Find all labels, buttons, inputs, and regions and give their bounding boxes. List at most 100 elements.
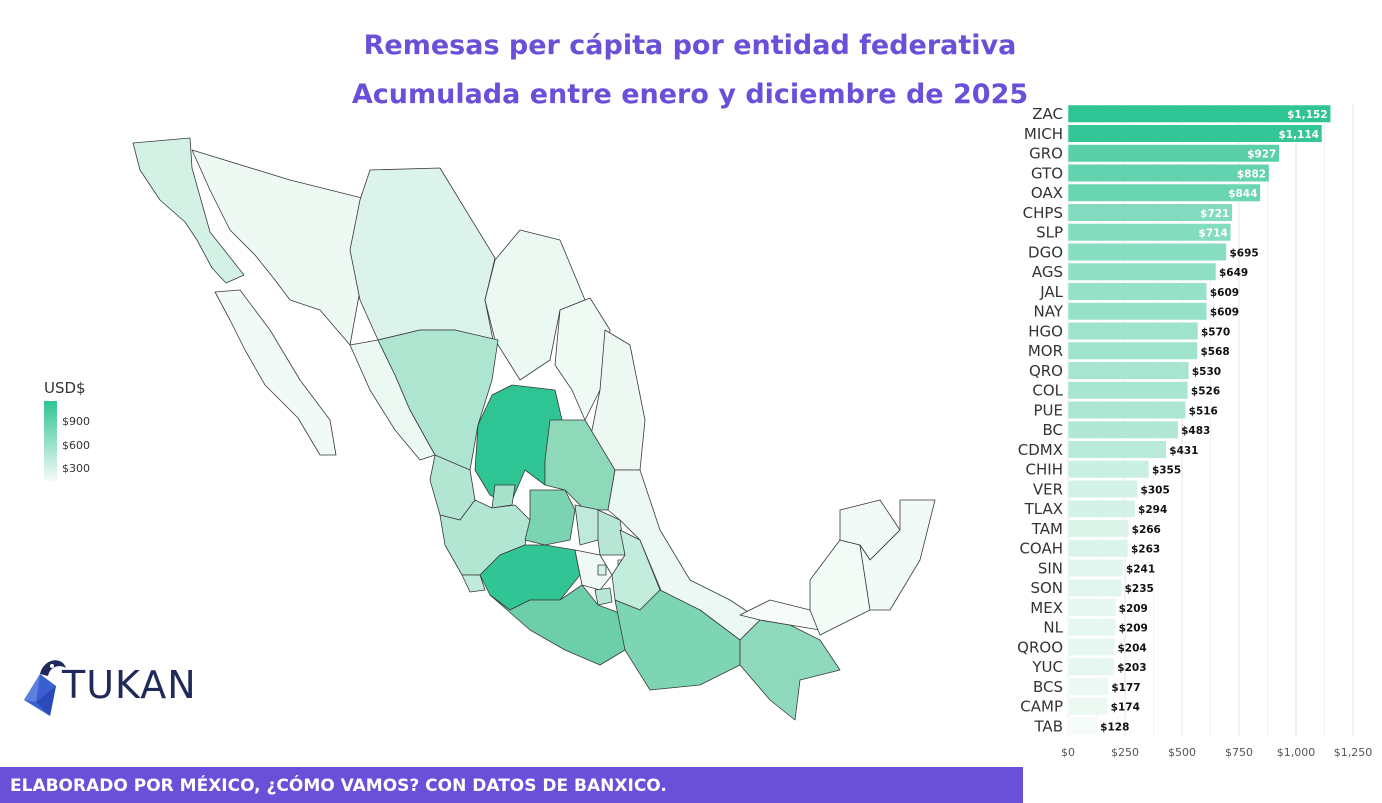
footer-bar: ELABORADO POR MÉXICO, ¿CÓMO VAMOS? CON D… <box>0 767 1023 803</box>
category-label: VER <box>1033 480 1063 498</box>
bar <box>1067 598 1116 617</box>
map-state-gro <box>489 584 626 666</box>
bar <box>1067 677 1109 696</box>
bar <box>1067 717 1098 735</box>
bar <box>1067 499 1136 518</box>
legend-label-900: $900 <box>62 415 90 428</box>
category-label: QROO <box>1017 638 1063 656</box>
bar <box>1067 183 1261 202</box>
category-label: BC <box>1042 421 1063 439</box>
category-label: OAX <box>1031 184 1063 202</box>
category-label: ZAC <box>1032 105 1063 123</box>
category-label: CHIH <box>1026 461 1063 479</box>
data-label: $695 <box>1229 247 1258 259</box>
data-label: $209 <box>1119 623 1148 635</box>
category-label: MOR <box>1028 342 1063 360</box>
category-label: CHPS <box>1023 204 1063 222</box>
category-label: SON <box>1030 579 1063 597</box>
data-label: $355 <box>1152 465 1181 477</box>
data-label: $844 <box>1228 188 1257 200</box>
bar <box>1067 420 1179 439</box>
logo-text: TUKAN <box>62 663 197 707</box>
data-label: $177 <box>1111 682 1140 694</box>
map-state-coah <box>484 229 586 381</box>
bar <box>1067 440 1167 459</box>
legend-title: USD$ <box>44 379 86 397</box>
map-state-hgo <box>597 509 626 556</box>
map-state-mex <box>574 549 613 591</box>
data-label: $174 <box>1111 702 1140 714</box>
mexico-choropleth-map <box>132 137 936 721</box>
data-label: $570 <box>1201 326 1230 338</box>
data-label: $714 <box>1199 228 1228 240</box>
bar <box>1067 539 1129 558</box>
bar <box>1067 381 1189 400</box>
x-tick-label: $1,250 <box>1334 746 1373 759</box>
bar <box>1067 361 1190 380</box>
bar <box>1067 164 1270 182</box>
data-label: $294 <box>1138 504 1167 516</box>
data-label: $483 <box>1181 425 1210 437</box>
data-label: $266 <box>1132 524 1161 536</box>
category-label: QRO <box>1029 362 1063 380</box>
category-label: MEX <box>1030 599 1063 617</box>
data-label: $927 <box>1247 149 1276 161</box>
category-label: TAM <box>1031 520 1063 538</box>
data-label: $209 <box>1119 603 1148 615</box>
bar <box>1067 618 1116 637</box>
category-label: MICH <box>1024 125 1063 143</box>
map-state-zac <box>474 384 563 506</box>
data-label: $431 <box>1169 445 1198 457</box>
category-label: JAL <box>1039 283 1063 301</box>
category-label: HGO <box>1028 322 1063 340</box>
category-label: COL <box>1032 382 1063 400</box>
bar <box>1067 480 1138 498</box>
chart-subtitle: Acumulada entre enero y diciembre de 202… <box>351 79 1029 110</box>
data-label: $530 <box>1192 366 1221 378</box>
bar <box>1067 144 1280 163</box>
map-state-cdmx <box>597 564 607 576</box>
category-label: SIN <box>1038 559 1063 577</box>
map-state-bcs <box>214 289 337 456</box>
x-tick-label: $500 <box>1168 746 1196 759</box>
category-label: TAB <box>1033 717 1063 735</box>
data-label: $609 <box>1210 307 1239 319</box>
legend-label-600: $600 <box>62 439 90 452</box>
data-label: $882 <box>1237 168 1266 180</box>
bar <box>1067 262 1217 281</box>
bar <box>1067 578 1122 597</box>
bar <box>1067 203 1233 222</box>
category-label: DGO <box>1028 243 1063 261</box>
category-label: GRO <box>1029 145 1063 163</box>
bar <box>1067 697 1108 716</box>
bar <box>1067 282 1208 301</box>
category-label: CAMP <box>1020 698 1063 716</box>
toucan-icon <box>24 660 66 716</box>
category-label: PUE <box>1033 401 1063 419</box>
bar <box>1067 638 1115 656</box>
map-state-nl <box>554 297 611 421</box>
data-label: $235 <box>1125 583 1154 595</box>
map-state-son <box>191 149 371 346</box>
x-tick-label: $750 <box>1225 746 1253 759</box>
map-state-mor <box>594 587 613 606</box>
data-label: $721 <box>1200 208 1229 220</box>
bar <box>1067 322 1199 340</box>
category-label: COAH <box>1019 540 1063 558</box>
map-state-bc <box>132 137 245 284</box>
x-tick-label: $0 <box>1061 746 1075 759</box>
bar <box>1067 223 1232 242</box>
category-label: GTO <box>1031 164 1063 182</box>
category-label: CDMX <box>1018 441 1063 459</box>
bar <box>1067 124 1323 143</box>
category-label: AGS <box>1032 263 1063 281</box>
bar <box>1067 243 1227 261</box>
map-state-dgo <box>377 329 499 471</box>
category-label: TLAX <box>1024 500 1063 518</box>
bar <box>1067 559 1124 577</box>
data-label: $526 <box>1191 386 1220 398</box>
data-label: $204 <box>1118 642 1147 654</box>
data-label: $568 <box>1201 346 1230 358</box>
bar <box>1067 341 1198 360</box>
chart-title: Remesas per cápita por entidad federativ… <box>363 30 1017 61</box>
